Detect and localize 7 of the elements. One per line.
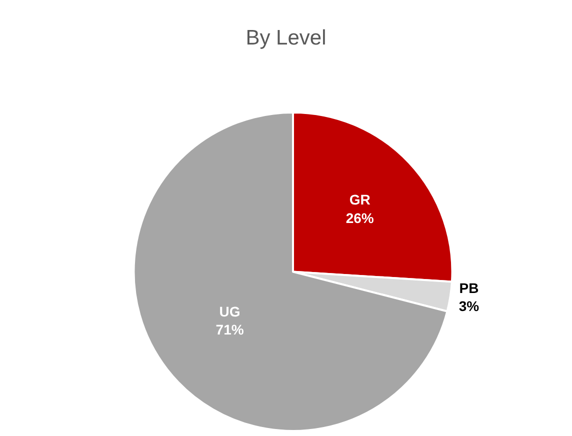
- slice-label: PB: [459, 280, 479, 296]
- data-label: 26%: [346, 210, 374, 226]
- slice-label: GR: [349, 192, 370, 208]
- data-label: 3%: [458, 298, 480, 314]
- chart-title: By Level: [246, 26, 326, 50]
- slice-label: UG: [219, 303, 240, 320]
- data-label: 71%: [216, 322, 244, 338]
